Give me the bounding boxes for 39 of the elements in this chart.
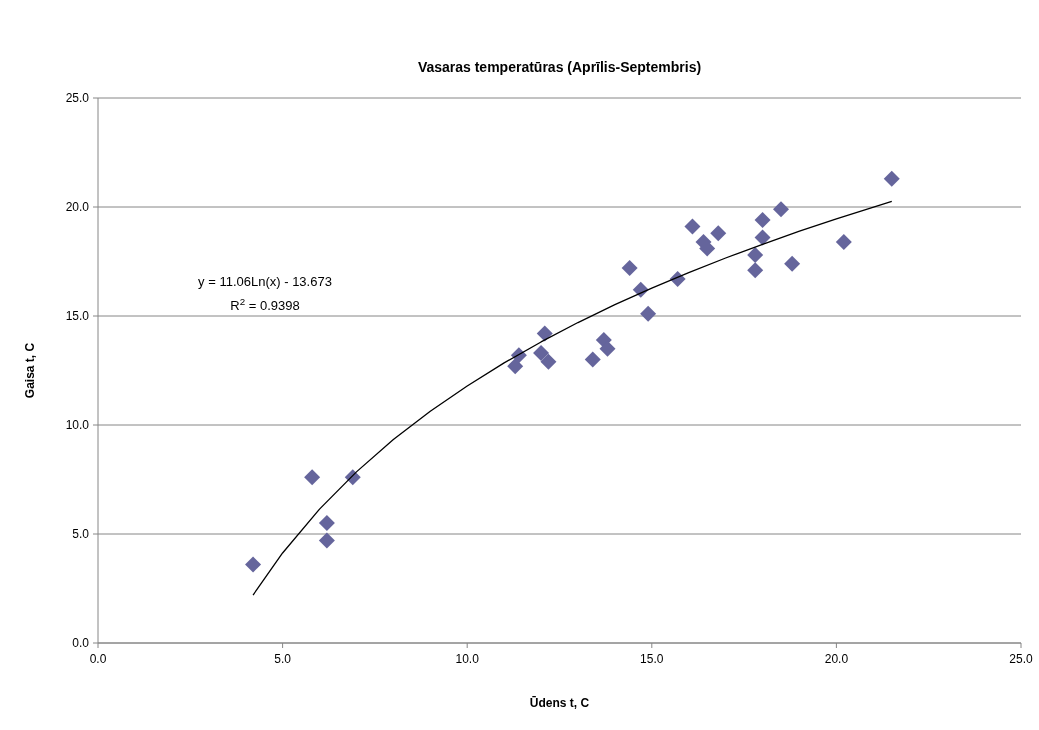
- point: [835, 233, 852, 250]
- y-tick-label: 15.0: [65, 309, 90, 324]
- point: [533, 345, 550, 362]
- point: [747, 262, 764, 279]
- point: [318, 532, 335, 549]
- point: [883, 170, 900, 187]
- point: [536, 325, 553, 342]
- point: [640, 305, 657, 322]
- y-tick-label: 20.0: [65, 200, 90, 215]
- y-axis-title: Gaisa t, C: [23, 342, 37, 399]
- chart-title: Vasaras temperatūras (Aprīlis-Septembris): [417, 59, 702, 75]
- y-tick-label: 10.0: [65, 418, 90, 433]
- point: [747, 246, 764, 263]
- point: [710, 225, 727, 242]
- point: [684, 218, 701, 235]
- point: [540, 353, 557, 370]
- x-tick-label: 25.0: [1009, 652, 1033, 666]
- annotation: R$^{2}$ = 0.9398: [230, 295, 300, 313]
- annotation: y = 11.06Ln(x) - 13.673: [198, 274, 332, 289]
- x-tick-label: 5.0: [274, 652, 292, 666]
- point: [754, 212, 771, 229]
- x-tick-label: 15.0: [640, 652, 664, 666]
- y-tick-label: 0.0: [72, 636, 90, 651]
- point: [773, 201, 790, 218]
- point: [304, 469, 321, 486]
- x-axis-title: Ūdens t, C: [529, 696, 590, 710]
- point: [245, 556, 262, 573]
- point: [584, 351, 601, 368]
- point: [784, 255, 801, 272]
- y-tick-label: 5.0: [72, 527, 90, 542]
- y-tick-label: 25.0: [65, 91, 90, 106]
- point: [507, 358, 524, 375]
- x-tick-label: 20.0: [824, 652, 849, 666]
- point: [754, 229, 771, 246]
- x-tick-label: 0.0: [89, 652, 107, 666]
- point: [318, 515, 335, 532]
- x-tick-label: 10.0: [455, 652, 480, 666]
- point: [599, 340, 616, 357]
- point: [621, 260, 638, 277]
